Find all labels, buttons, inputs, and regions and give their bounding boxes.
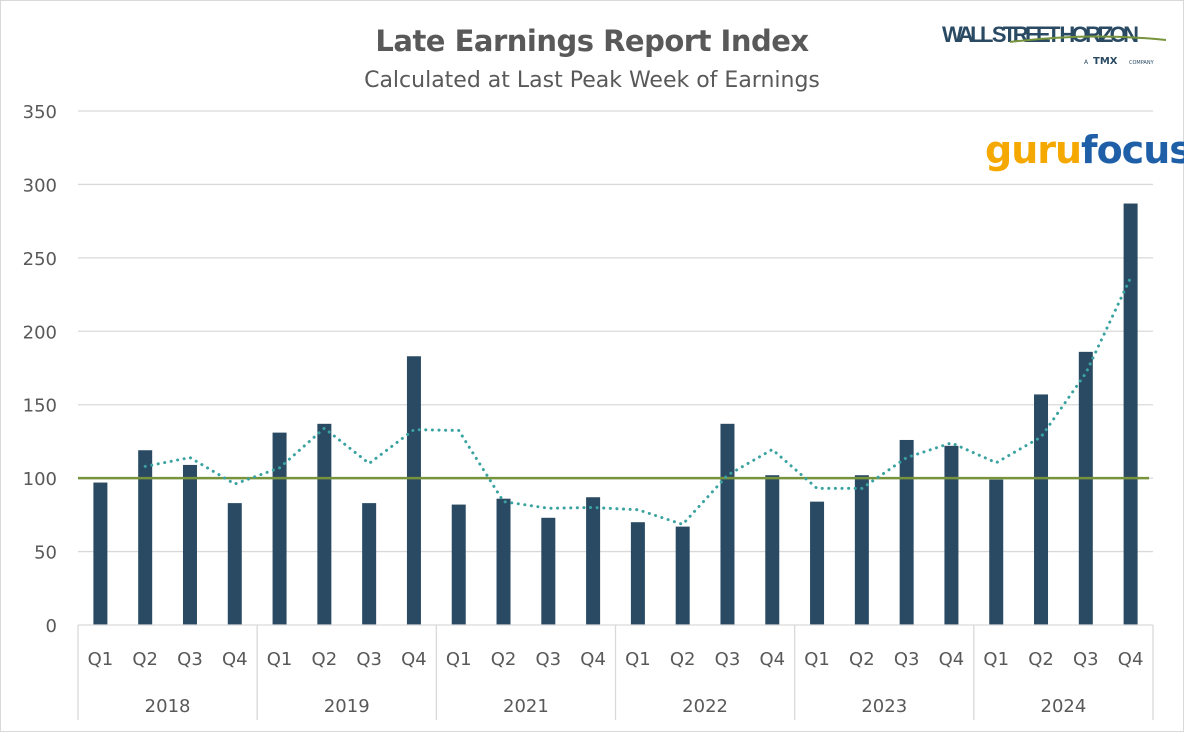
bar: [989, 479, 1004, 625]
year-label: 2021: [503, 696, 549, 717]
logo-company: COMPANY: [1129, 60, 1155, 66]
x-tick-label: Q1: [267, 649, 293, 670]
x-tick-label: Q2: [670, 649, 696, 670]
y-tick-label: 50: [34, 543, 57, 564]
x-tick-label: Q1: [983, 649, 1009, 670]
bar: [182, 464, 197, 625]
bar: [362, 503, 377, 625]
bar: [854, 475, 869, 625]
bar: [586, 497, 601, 625]
x-tick-label: Q4: [580, 649, 606, 670]
x-tick-label: Q3: [715, 649, 741, 670]
x-tick-label: Q1: [446, 649, 472, 670]
year-label: 2023: [861, 696, 907, 717]
x-tick-label: Q3: [894, 649, 920, 670]
x-tick-label: Q3: [536, 649, 562, 670]
bar: [93, 482, 108, 625]
bar: [1034, 394, 1049, 625]
chart-title: Late Earnings Report Index: [375, 24, 809, 58]
x-tick-label: Q4: [401, 649, 427, 670]
y-tick-label: 150: [23, 396, 57, 417]
x-tick-label: Q2: [849, 649, 875, 670]
bar: [406, 356, 421, 625]
logo-tmx: TMX: [1093, 56, 1118, 67]
x-tick-label: Q2: [1028, 649, 1054, 670]
trendline: [143, 276, 1133, 527]
x-tick-label: Q3: [1073, 649, 1099, 670]
bar: [496, 498, 511, 625]
x-tick-label: Q4: [939, 649, 965, 670]
year-label: 2019: [324, 696, 370, 717]
bar: [138, 450, 153, 625]
bar: [944, 445, 959, 625]
x-tick-label: Q4: [222, 649, 248, 670]
x-tick-label: Q2: [132, 649, 158, 670]
x-tick-label: Q4: [759, 649, 785, 670]
y-tick-label: 300: [23, 175, 57, 196]
bar: [1078, 351, 1093, 625]
bar: [675, 526, 690, 625]
logo-brand: WALL STREET HORIZON: [942, 22, 1138, 47]
bar: [1123, 203, 1138, 625]
bar: [810, 501, 825, 625]
x-tick-label: Q1: [625, 649, 651, 670]
x-tick-label: Q2: [312, 649, 338, 670]
bar: [720, 423, 735, 625]
bar: [899, 439, 914, 625]
x-tick-label: Q1: [804, 649, 830, 670]
watermark-focus: focus: [1081, 128, 1184, 172]
logo-a: A: [1084, 59, 1089, 66]
x-tick-label: Q4: [1118, 649, 1144, 670]
year-label: 2018: [145, 696, 191, 717]
y-tick-label: 350: [23, 102, 57, 123]
bar: [765, 475, 780, 625]
x-tick-label: Q3: [356, 649, 382, 670]
bar: [317, 423, 332, 625]
wall-street-horizon-logo: WALL STREET HORIZON A TMX COMPANY: [942, 22, 1167, 67]
y-tick-label: 0: [46, 616, 57, 637]
gurufocus-watermark: gurufocus: [985, 128, 1184, 172]
x-tick-label: Q1: [88, 649, 114, 670]
y-tick-label: 200: [23, 322, 57, 343]
bar: [272, 432, 287, 625]
x-tick-label: Q2: [491, 649, 517, 670]
bar: [451, 504, 466, 625]
year-label: 2022: [682, 696, 728, 717]
bar: [541, 517, 556, 625]
watermark-guru: guru: [985, 128, 1082, 172]
y-tick-label: 100: [23, 469, 57, 490]
y-tick-label: 250: [23, 249, 57, 270]
bar: [227, 503, 242, 625]
x-tick-label: Q3: [177, 649, 203, 670]
bar: [630, 522, 645, 625]
chart-subtitle: Calculated at Last Peak Week of Earnings: [364, 68, 820, 93]
year-label: 2024: [1041, 696, 1087, 717]
